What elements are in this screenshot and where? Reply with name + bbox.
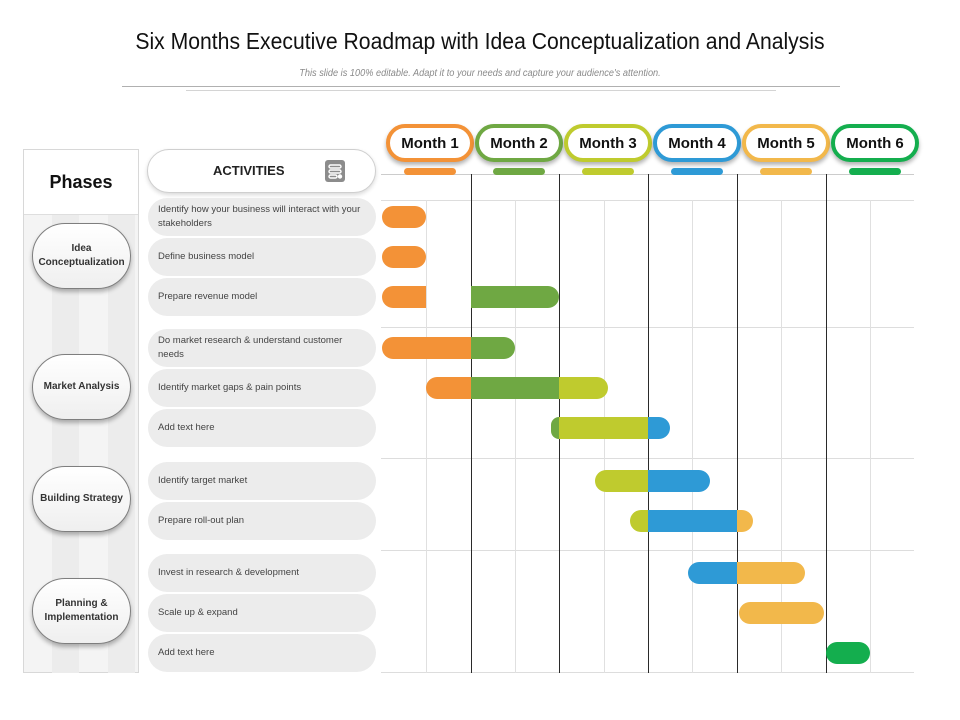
grid-row-divider xyxy=(381,200,914,201)
grid-month-line xyxy=(471,174,472,673)
title-divider xyxy=(122,86,840,87)
grid-row-divider xyxy=(381,458,914,459)
gantt-bar-row-1-month-1 xyxy=(382,206,427,228)
activity-row-4: Do market research & understand customer… xyxy=(148,329,376,367)
activity-row-9: Invest in research & development xyxy=(148,554,376,592)
phase-1: Idea Conceptualization xyxy=(32,223,131,289)
phase-3: Building Strategy xyxy=(32,466,131,532)
grid-half-month-line xyxy=(426,200,427,673)
month-4-marker xyxy=(671,168,723,175)
grid-row-divider xyxy=(381,327,914,328)
grid-half-month-line xyxy=(781,200,782,673)
gantt-bar-row-2-month-1 xyxy=(382,246,427,268)
gantt-bar-row-5-month-1 xyxy=(426,377,471,399)
month-2-marker xyxy=(493,168,545,175)
gantt-bar-row-3-month-2 xyxy=(470,286,560,308)
activity-row-10: Scale up & expand xyxy=(148,594,376,632)
activity-row-3: Prepare revenue model xyxy=(148,278,376,316)
activity-row-8: Prepare roll-out plan xyxy=(148,502,376,540)
grid-month-line xyxy=(737,174,738,673)
activity-row-11: Add text here xyxy=(148,634,376,672)
gantt-bar-row-4-month-2 xyxy=(470,337,516,359)
gantt-bar-row-10-month-5 xyxy=(738,602,824,624)
month-5-badge: Month 5 xyxy=(742,124,830,162)
grid-row-divider xyxy=(381,550,914,551)
gantt-bar-row-7-month-4 xyxy=(648,470,711,492)
grid-half-month-line xyxy=(870,200,871,673)
month-3-marker xyxy=(582,168,634,175)
gantt-bar-row-6-month-3 xyxy=(559,417,649,439)
month-5-marker xyxy=(760,168,812,175)
gantt-bar-row-4-month-1 xyxy=(382,337,471,359)
gantt-bar-row-6-month-2 xyxy=(550,417,560,439)
activities-header: ACTIVITIES xyxy=(147,149,376,193)
slide-title: Six Months Executive Roadmap with Idea C… xyxy=(135,28,825,54)
month-6-marker xyxy=(849,168,901,175)
gantt-bar-row-6-month-4 xyxy=(648,417,671,439)
phase-2: Market Analysis xyxy=(32,354,131,420)
activities-header-label: ACTIVITIES xyxy=(213,163,285,178)
month-3-badge: Month 3 xyxy=(564,124,652,162)
title-divider-secondary xyxy=(186,90,776,91)
month-1-marker xyxy=(404,168,456,175)
activity-row-2: Define business model xyxy=(148,238,376,276)
gantt-bar-row-8-month-4 xyxy=(648,510,737,532)
grid-half-month-line xyxy=(692,200,693,673)
gantt-bar-row-5-month-2 xyxy=(470,377,560,399)
gantt-bar-row-7-month-3 xyxy=(594,470,649,492)
gantt-bar-row-8-month-5 xyxy=(736,510,753,532)
phase-4: Planning & Implementation xyxy=(32,578,131,644)
gantt-bar-row-5-month-3 xyxy=(559,377,609,399)
activity-row-7: Identify target market xyxy=(148,462,376,500)
gantt-bar-row-9-month-4 xyxy=(688,562,737,584)
grid-month-line xyxy=(826,174,827,673)
activity-row-5: Identify market gaps & pain points xyxy=(148,369,376,407)
month-4-badge: Month 4 xyxy=(653,124,741,162)
gantt-bar-row-11-month-6 xyxy=(825,642,870,664)
activity-row-1: Identify how your business will interact… xyxy=(148,198,376,236)
grid-top-line xyxy=(381,174,914,175)
activity-row-6: Add text here xyxy=(148,409,376,447)
month-1-badge: Month 1 xyxy=(386,124,474,162)
phases-header: Phases xyxy=(24,150,138,215)
month-2-badge: Month 2 xyxy=(475,124,563,162)
grid-half-month-line xyxy=(515,200,516,673)
gantt-bar-row-8-month-3 xyxy=(630,510,649,532)
slide-subtitle: This slide is 100% editable. Adapt it to… xyxy=(299,68,661,79)
gantt-bar-row-3-month-1 xyxy=(382,286,427,308)
month-6-badge: Month 6 xyxy=(831,124,919,162)
roadmap-icon xyxy=(325,160,345,182)
grid-row-divider xyxy=(381,672,914,673)
gantt-bar-row-9-month-5 xyxy=(736,562,806,584)
